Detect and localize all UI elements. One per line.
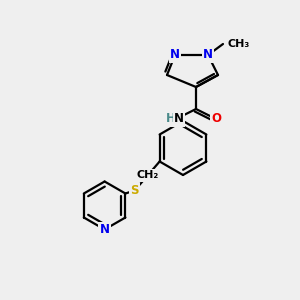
Text: CH₃: CH₃ [228, 39, 250, 49]
Text: N: N [174, 112, 184, 125]
Text: N: N [100, 223, 110, 236]
Text: S: S [130, 184, 139, 197]
Text: H: H [166, 112, 176, 125]
Text: N: N [203, 49, 213, 62]
Text: CH₂: CH₂ [136, 170, 159, 181]
Text: N: N [170, 49, 180, 62]
Text: O: O [211, 112, 221, 125]
